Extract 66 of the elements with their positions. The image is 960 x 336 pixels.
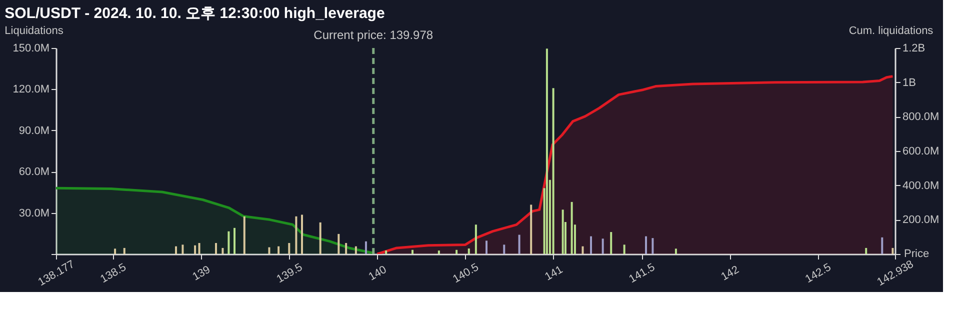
bar xyxy=(215,243,218,254)
x-tick-label: 142 xyxy=(719,264,742,284)
bar xyxy=(182,244,184,254)
bar xyxy=(222,248,224,254)
bar xyxy=(552,88,554,254)
bar xyxy=(288,243,290,254)
bar xyxy=(319,222,322,254)
bar xyxy=(881,237,884,254)
y-axis-title: Liquidations xyxy=(4,25,64,37)
x-tick-label: 141 xyxy=(543,264,565,284)
bar xyxy=(582,246,584,254)
bar xyxy=(623,244,626,254)
y2-tick-label: 800.0M xyxy=(902,111,940,124)
bar xyxy=(486,240,488,254)
bar xyxy=(562,210,564,254)
bar xyxy=(652,238,654,254)
bar xyxy=(590,236,592,254)
y-tick-label: 120.0M xyxy=(12,84,50,96)
bar xyxy=(412,250,414,254)
bar xyxy=(385,250,388,254)
bar xyxy=(364,241,367,254)
x-tick-label: 139 xyxy=(190,264,212,284)
y-tick-label: 30.0M xyxy=(18,207,50,220)
bar xyxy=(570,202,573,254)
bar xyxy=(456,250,458,254)
bar xyxy=(123,248,126,254)
y2-tick-label: 1B xyxy=(902,76,916,89)
bar xyxy=(114,248,116,254)
bar xyxy=(644,236,647,254)
bar xyxy=(438,250,440,254)
bar xyxy=(602,238,604,254)
bar xyxy=(518,234,520,254)
bar xyxy=(228,231,230,254)
y-tick-label: 90.0M xyxy=(18,124,50,137)
chart-title: SOL/USDT - 2024. 10. 10. 오후 12:30:00 high_leverage xyxy=(4,5,385,22)
y2-tick-label: 600.0M xyxy=(902,146,940,158)
y-tick-label: 150.0M xyxy=(12,42,50,54)
bar xyxy=(610,232,612,254)
bar xyxy=(175,246,178,254)
bar xyxy=(243,216,246,254)
y2-tick-label: 200.0M xyxy=(902,214,940,226)
bar xyxy=(530,204,532,254)
bar xyxy=(338,234,340,254)
bar xyxy=(546,48,548,254)
bar xyxy=(865,248,868,254)
bar xyxy=(345,243,348,254)
y2-axis-title: Cum. liquidations xyxy=(848,25,934,37)
bar xyxy=(268,247,270,254)
bar xyxy=(892,248,894,254)
bar xyxy=(474,224,477,254)
bar xyxy=(278,246,280,254)
bar xyxy=(354,246,357,254)
y2-tick-label: 1.2B xyxy=(902,42,926,54)
ref-line-label: Current price: 139.978 xyxy=(314,28,434,42)
bar xyxy=(295,216,298,254)
bar xyxy=(234,228,236,254)
bar xyxy=(198,243,200,254)
bar xyxy=(194,245,196,254)
x-tick-label: 140 xyxy=(366,264,389,284)
x-axis-title: Price xyxy=(904,248,930,260)
y-tick-label: 60.0M xyxy=(18,166,50,178)
bar xyxy=(301,214,304,254)
bar xyxy=(503,244,506,254)
bar xyxy=(468,248,470,254)
bar xyxy=(674,248,677,254)
y2-tick-label: 400.0M xyxy=(902,180,940,192)
